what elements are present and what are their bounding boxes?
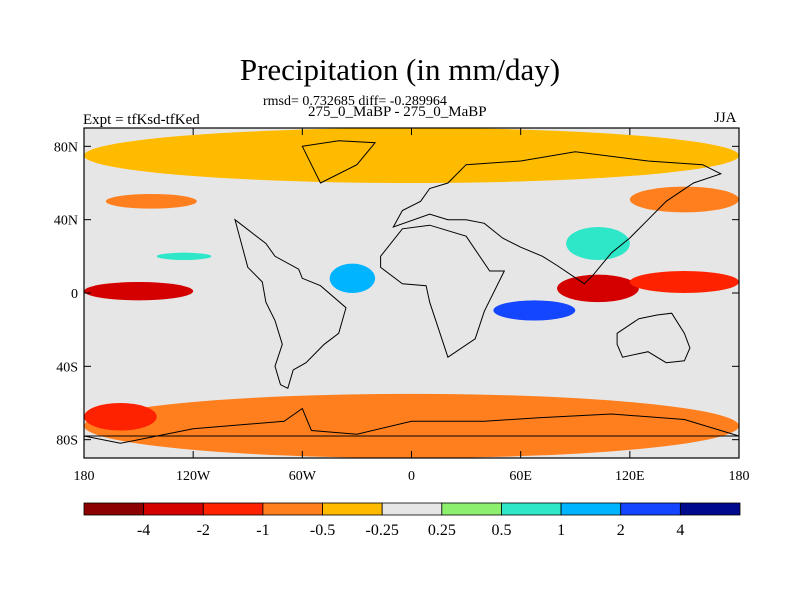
colorbar-label: -1: [256, 522, 269, 539]
x-tick-label: 60W: [289, 469, 317, 484]
colorbar-swatch: [322, 502, 383, 516]
coastline-3: [616, 312, 691, 364]
colorbar-label: -2: [197, 522, 210, 539]
season-label: JJA: [714, 110, 737, 126]
coastline-5: [84, 407, 739, 444]
chart-subtitle: 275_0_MaBP - 275_0_MaBP: [308, 104, 487, 120]
colorbar-swatch: [679, 502, 741, 516]
field-east-asia-wet: [566, 227, 630, 260]
chart-title: Precipitation (in mm/day): [239, 52, 561, 87]
colorbar-label: 1: [557, 522, 565, 539]
field-south-pacific-dry: [84, 403, 157, 431]
colorbar-swatch: [560, 502, 622, 516]
x-tick-label: 180: [729, 469, 750, 484]
field-tropical-atlantic-wet: [329, 263, 376, 294]
y-tick-label: 80S: [56, 434, 78, 449]
x-tick-label: 0: [408, 469, 415, 484]
colorbar-label: -0.25: [366, 522, 399, 539]
y-tick-label: 40S: [56, 360, 78, 375]
colorbar-swatch: [620, 502, 681, 516]
field-north-pacific-storm-track: [105, 194, 197, 209]
rmsd-diff-stats: rmsd= 0.732685 diff= -0.289964: [263, 94, 447, 109]
colorbar-label: 0.5: [491, 522, 511, 539]
field-southern-pacific-wet-patch: [156, 252, 212, 260]
coastline-2: [392, 151, 723, 285]
x-tick-label: 120W: [176, 469, 211, 484]
colorbar-label: -4: [137, 522, 150, 539]
x-tick-label: 60E: [509, 469, 532, 484]
x-tick-label: 180: [74, 469, 95, 484]
coastline-4: [301, 140, 377, 184]
field-north-polar: [84, 128, 739, 183]
colorbar-label: 2: [617, 522, 625, 539]
colorbar-swatch: [441, 502, 502, 516]
colorbar-label: 0.25: [428, 522, 456, 539]
colorbar-swatch: [143, 502, 204, 516]
experiment-label: Expt = tfKsd-tfKed: [83, 112, 200, 128]
field-west-pacific-dry: [629, 271, 739, 293]
field-indian-ocean-wet: [493, 300, 576, 321]
x-tick-label: 120E: [615, 469, 645, 484]
coastline-1: [380, 224, 506, 358]
colorbar-swatch: [202, 502, 264, 516]
y-tick-label: 80N: [54, 140, 78, 155]
colorbar-swatch: [83, 502, 145, 516]
colorbar-label: 4: [676, 522, 684, 539]
colorbar-swatch: [381, 502, 443, 516]
y-tick-label: 40N: [54, 214, 78, 229]
colorbar-swatch: [262, 502, 323, 516]
y-tick-label: 0: [71, 287, 78, 302]
colorbar-swatch: [501, 502, 562, 516]
field-southern-ocean-dry: [84, 393, 739, 458]
coastline-0: [234, 218, 347, 390]
colorbar-label: -0.5: [310, 522, 335, 539]
field-north-pacific-east: [629, 186, 739, 213]
field-equatorial-pacific-dry: [84, 282, 194, 301]
field-indian-ocean-dry: [557, 274, 639, 303]
